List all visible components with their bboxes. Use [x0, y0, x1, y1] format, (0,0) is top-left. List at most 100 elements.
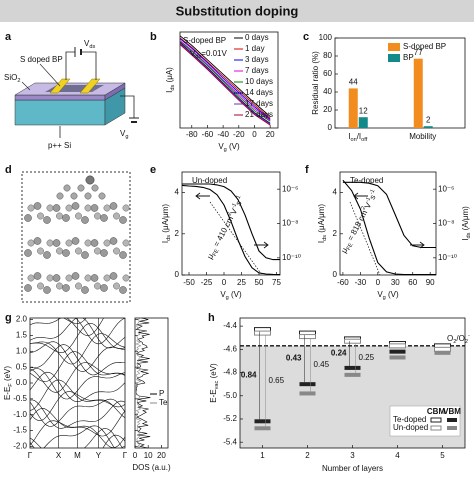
value-label: 12 — [359, 106, 368, 115]
text-part: V — [190, 49, 196, 58]
text-part: (eV) — [3, 366, 12, 384]
structure-frame — [21, 171, 131, 303]
atom — [65, 274, 73, 282]
line — [179, 41, 271, 122]
text-part: =0.01V — [201, 49, 227, 58]
x-tick-label: M — [74, 451, 81, 460]
y2-tick-label: 10⁻⁶ — [438, 184, 454, 193]
y-tick-label: -1.5 — [13, 426, 27, 435]
text-part: (eV) — [209, 363, 218, 381]
text-part: (V) — [386, 290, 399, 299]
cbm-level — [254, 330, 271, 336]
text-part: ds — [170, 84, 176, 90]
panel-label: d — [5, 164, 12, 176]
x-tick-label: 5 — [440, 451, 445, 460]
atom — [62, 284, 70, 292]
atom — [103, 239, 111, 247]
text-part: V — [363, 201, 374, 211]
atom — [122, 204, 130, 212]
tangent — [349, 201, 381, 276]
y-tick-label: 100 — [319, 33, 333, 42]
arrow — [254, 241, 269, 249]
atom — [119, 286, 127, 294]
annotation: Vds=0.01V — [190, 49, 228, 60]
legend-swatch — [430, 417, 442, 423]
atom — [103, 204, 111, 212]
legend-swatch — [447, 426, 457, 430]
dos-curve — [135, 317, 151, 449]
text-part: ds — [466, 232, 472, 238]
arrow — [410, 241, 425, 249]
legend-swatch — [388, 54, 400, 62]
x-axis-label: DOS (a.u.) — [132, 463, 171, 472]
legend-label: 1 day — [245, 44, 265, 53]
atom — [103, 274, 111, 282]
atom — [94, 282, 101, 290]
text-part: -1 — [369, 189, 377, 196]
y-axis-label: Residual ratio (%) — [311, 51, 320, 115]
mobility-label: μFE = 818 cm2V-1s-1 — [339, 189, 382, 256]
panel-label: b — [150, 31, 157, 43]
panel-label: g — [5, 312, 12, 324]
schematic-label: Vg — [120, 129, 128, 140]
curve — [181, 184, 281, 276]
atom — [84, 274, 92, 282]
text-part: I — [161, 241, 170, 243]
text-part: -1 — [231, 203, 239, 210]
x-tick-label: -50 — [183, 278, 195, 287]
text-part: V — [120, 129, 126, 138]
text-part: g — [226, 295, 229, 301]
y-tick-label: 20 — [323, 105, 332, 114]
text-part: 2 — [453, 339, 456, 345]
y-axis-label: Ids (μA/μm) — [317, 204, 328, 243]
atom — [81, 216, 89, 224]
x-tick-label: 2 — [305, 451, 310, 460]
atom — [56, 247, 63, 255]
line — [179, 42, 271, 124]
text-part: s — [234, 199, 244, 207]
text-part: (A/μm) — [461, 206, 470, 233]
y-tick-label: 0 — [333, 270, 338, 279]
legend-label: Te-doped — [393, 415, 426, 424]
y-tick-label: 2 — [175, 229, 180, 238]
text-part: g — [224, 147, 227, 153]
x-tick-label: 75 — [272, 278, 281, 287]
wire — [81, 51, 97, 80]
text-part: E-E — [209, 389, 218, 402]
text-part: μ — [205, 252, 215, 261]
gap-label: 0.65 — [269, 376, 285, 385]
figure-title: Substitution doping — [176, 3, 299, 18]
substrate-front — [14, 99, 106, 126]
atom — [62, 214, 70, 222]
text-part: g — [125, 134, 128, 140]
x-tick-label: Ion/Ioff — [348, 132, 367, 143]
te-atom — [85, 175, 95, 185]
atom — [100, 249, 108, 257]
atom — [65, 204, 73, 212]
legend-label: 7 days — [245, 66, 269, 75]
title-bar — [0, 0, 474, 22]
text-part: FE — [346, 242, 355, 251]
y-tick-label: 60 — [323, 69, 332, 78]
x-tick-label: Y — [96, 451, 102, 460]
atom — [24, 284, 32, 292]
y-tick-label: 1.0 — [16, 346, 28, 355]
y-tick-label: -4.4 — [223, 321, 237, 330]
atom — [71, 237, 80, 245]
atom — [43, 216, 51, 224]
bar — [423, 126, 433, 128]
text-part: V — [84, 39, 90, 48]
atom — [52, 274, 61, 282]
x-tick-label: 10 — [144, 451, 153, 460]
band — [30, 428, 123, 448]
atom — [33, 202, 42, 210]
value-label: 2 — [426, 115, 431, 124]
y-tick-label: 0.5 — [16, 362, 28, 371]
panel-label: a — [5, 31, 12, 43]
atom — [75, 247, 82, 255]
x-tick-label: 1 — [260, 451, 265, 460]
arrow — [353, 192, 368, 200]
text-part: ds — [195, 54, 201, 60]
y-tick-label: 40 — [323, 87, 332, 96]
panel-label: e — [150, 164, 156, 176]
